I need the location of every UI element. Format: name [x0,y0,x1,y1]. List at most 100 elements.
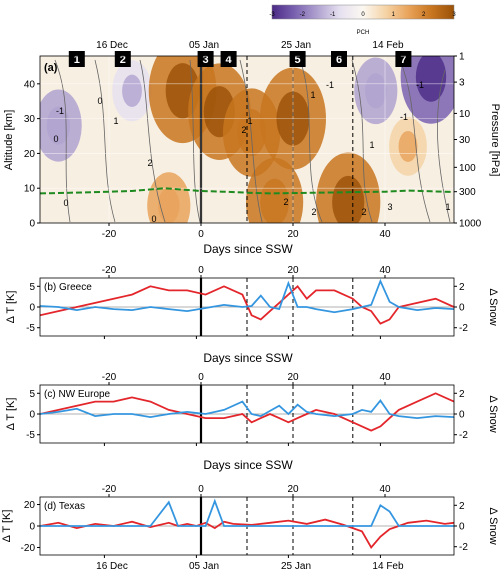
top-x-tick-label: 40 [379,484,391,495]
panel-c-ylabel-right: Δ Snow [487,395,499,432]
temperature-line [40,284,454,325]
y-tick-label: 0 [29,219,35,230]
tropopause-line [40,187,454,195]
top-x-tick-label: -20 [102,265,117,276]
panel-d-top-ticks: -20 0 20 40 [102,484,391,497]
contour-line [239,59,263,223]
pressure-tick-label: 3 [459,78,465,89]
contour-label: 0 [63,198,68,208]
panel-d-date-label-2: 05 Jan [189,561,219,572]
panel-c-top-ticks: -20 0 20 40 [102,372,391,385]
contour-label: -1 [56,106,64,116]
pressure-tick-label: 10 [459,109,471,120]
panel-a-xlabel: Days since SSW [203,242,293,256]
contour-label: 1 [445,202,450,212]
event-marker-label: 7 [400,54,406,66]
panel-b-xlabel: Days since SSW [203,351,293,365]
top-x-tick-label: 40 [379,372,391,383]
colorbar-bar [271,4,455,20]
x-tick-label: 40 [379,229,391,240]
panel-c-axes: -5 0 5 -2 0 2 [26,389,468,446]
anomaly-core [237,109,266,156]
y-tick-label: 40 [24,79,36,90]
pressure-tick-label: 1000 [459,219,482,230]
colorbar: -3 -2 -1 0 1 2 3 PCH [269,4,456,36]
event-markers: 1 2 3 4 5 6 7 [68,51,412,67]
event-marker-box [197,51,214,67]
top-x-tick-label: 40 [379,265,391,276]
panel-d-date-label-3: 25 Jan [281,561,311,572]
event-marker-box [395,51,412,67]
colorbar-tick-label: -1 [330,12,336,18]
anomaly-core [46,106,71,145]
right-tick-label: 0 [459,410,465,421]
right-tick-label: 0 [459,303,465,314]
top-x-tick-label: 0 [198,372,204,383]
panel-b-top-ticks: -20 0 20 40 [102,265,391,278]
top-x-tick-label: 20 [287,372,299,383]
contour-label: 1 [113,116,118,126]
contour-label: 0 [151,214,156,224]
snow-line [40,498,454,527]
left-tick-label: 5 [29,389,35,400]
contour-label: 1 [369,140,374,150]
panel-b: -20 0 20 40 (b) Greece -505-202 Δ T [K] Δ S… [5,265,499,365]
anomaly-core [332,175,365,223]
contour-line [94,59,116,223]
left-tick-label: 0 [29,410,35,421]
colorbar-tick-label: 3 [452,12,456,18]
contour-label: 2 [241,125,246,135]
right-tick-label: 2 [459,282,465,293]
panel-d-ylabel-right: Δ Snow [487,507,499,544]
contour-label: 2 [283,197,288,207]
contour-line [189,59,201,223]
contour-line [399,59,431,223]
left-tick-label: 0 [29,522,35,533]
panel-d-date-label-4: 14 Feb [372,561,404,572]
x-tick-label: 20 [287,229,299,240]
colorbar-ticks: -3 -2 -1 0 1 2 3 [269,12,456,18]
anomaly-core [415,56,447,102]
colorbar-tick-label: -3 [269,12,275,18]
contour-label: 2 [147,158,152,168]
y-tick-label: 20 [24,149,36,160]
left-tick-label: -5 [26,323,35,334]
colorbar-tick-label: -2 [300,12,306,18]
panel-b-ylabel-right: Δ Snow [487,288,499,325]
panel-a-heatmap [40,56,454,223]
event-marker-box [114,51,131,67]
anomaly-core [365,73,387,109]
contour-label: -1 [326,80,334,90]
top-x-tick-label: 20 [287,484,299,495]
colorbar-tick-label: 2 [422,12,426,18]
panel-a-date-label-4: 14 Feb [372,40,404,51]
contour-label: 2 [361,207,366,217]
panel-a-anomaly-field [40,56,454,223]
contour-line [436,69,451,223]
panel-b-label: (b) Greece [44,282,92,293]
panel-a-grid [40,56,454,223]
left-tick-label: -20 [21,543,36,554]
top-x-tick-label: 0 [198,484,204,495]
top-x-tick-label: 0 [198,265,204,276]
temperature-line [40,392,454,432]
contour-label: -1 [400,112,408,122]
left-tick-label: 0 [29,303,35,314]
colorbar-label: PCH [357,30,370,36]
pressure-tick-label: 1 [459,52,465,63]
panel-d-label: (d) Texas [44,501,85,512]
y-tick-label: 10 [24,184,36,195]
right-tick-label: -2 [459,323,468,334]
event-marker-box [289,51,306,67]
panel-a-contour-labels: 1 1 1 1 1 0 0 0 0 -1 -1 -1 -1 2 2 2 2 2 3 [53,80,450,224]
panel-a-date-label-2: 05 Jan [189,40,219,51]
contour-label: -1 [416,80,424,90]
panel-d-date-label-1: 16 Dec [96,561,128,572]
panel-b-plot [40,278,454,336]
x-tick-label: 0 [198,229,204,240]
right-tick-label: -2 [459,430,468,441]
